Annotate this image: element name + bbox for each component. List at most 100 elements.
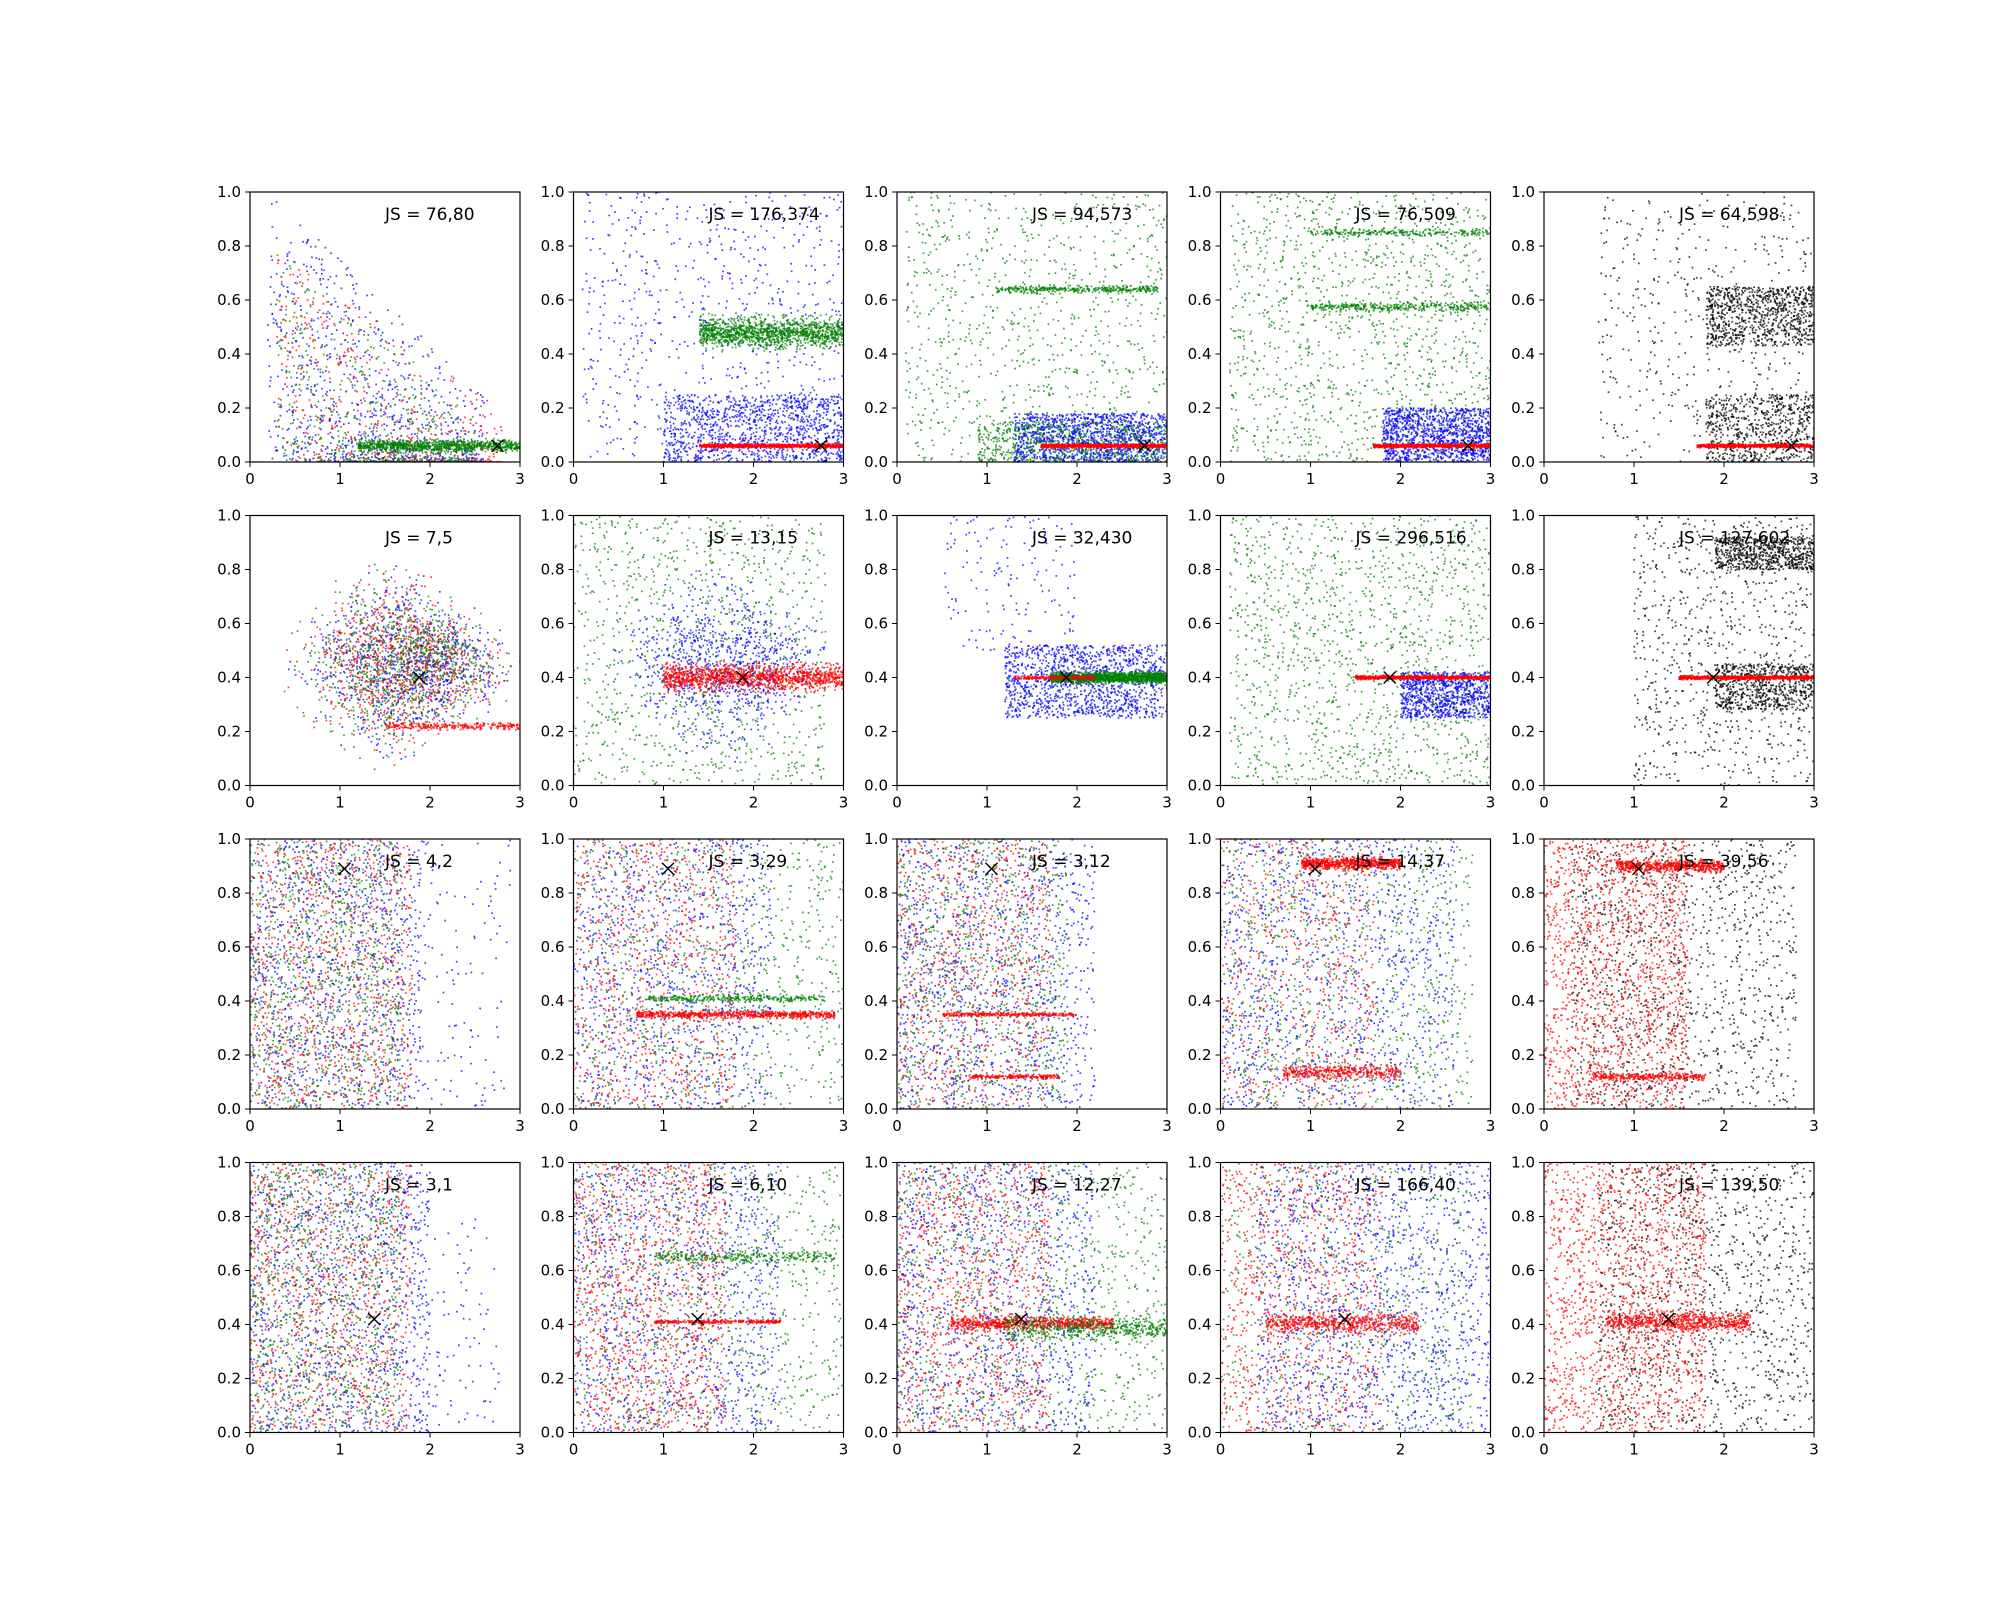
scatter-point (463, 441, 465, 443)
scatter-point (290, 423, 292, 425)
scatter-point (297, 451, 299, 453)
scatter-point (392, 419, 394, 421)
scatter-point (619, 283, 621, 285)
scatter-point (721, 439, 723, 441)
scatter-point (699, 457, 701, 459)
scatter-point (317, 416, 319, 418)
scatter-point (743, 319, 745, 321)
scatter-point (268, 365, 270, 367)
scatter-point (278, 354, 280, 356)
scatter-point (414, 444, 416, 446)
scatter-point (822, 417, 824, 419)
scatter-point (728, 395, 730, 397)
scatter-point (819, 419, 821, 421)
scatter-point (837, 412, 839, 414)
scatter-point (443, 446, 445, 448)
scatter-point (483, 443, 485, 445)
scatter-point (665, 392, 667, 394)
scatter-point (434, 459, 436, 461)
scatter-point (684, 399, 686, 401)
scatter-point (441, 450, 443, 452)
scatter-point (616, 269, 618, 271)
scatter-point (447, 451, 449, 453)
scatter-point (325, 320, 327, 322)
scatter-point (673, 397, 675, 399)
scatter-point (371, 453, 373, 455)
scatter-point (730, 401, 732, 403)
scatter-point (819, 368, 821, 370)
scatter-point (602, 403, 604, 405)
scatter-point (713, 449, 715, 451)
scatter-point (735, 420, 737, 422)
scatter-point (448, 431, 450, 433)
scatter-point (282, 428, 284, 430)
scatter-point (620, 349, 622, 351)
scatter-point (676, 301, 678, 303)
scatter-point (451, 430, 453, 432)
scatter-point (677, 457, 679, 459)
scatter-point (589, 287, 591, 289)
scatter-point (699, 421, 701, 423)
scatter-point (764, 437, 766, 439)
scatter-point (798, 241, 800, 243)
scatter-point (345, 311, 347, 313)
scatter-point (293, 409, 295, 411)
scatter-point (721, 351, 723, 353)
scatter-point (267, 339, 269, 341)
scatter-point (477, 440, 479, 442)
scatter-point (591, 367, 593, 369)
scatter-point (305, 459, 307, 461)
scatter-point (310, 304, 312, 306)
scatter-point (287, 291, 289, 293)
scatter-point (275, 446, 277, 448)
scatter-point (373, 425, 375, 427)
scatter-point (786, 280, 788, 282)
scatter-point (352, 387, 354, 389)
scatter-point (315, 246, 317, 248)
scatter-point (428, 428, 430, 430)
scatter-point (292, 333, 294, 335)
scatter-point (684, 450, 686, 452)
scatter-point (801, 316, 803, 318)
scatter-point (371, 413, 373, 415)
scatter-point (714, 423, 716, 425)
scatter-point (471, 438, 473, 440)
scatter-point (345, 434, 347, 436)
scatter-point (298, 445, 300, 447)
scatter-point (680, 442, 682, 444)
scatter-point (376, 447, 378, 449)
scatter-point (828, 453, 830, 455)
scatter-point (301, 355, 303, 357)
scatter-point (733, 229, 735, 231)
scatter-point (677, 440, 679, 442)
x-tick-label: 3 (515, 470, 525, 488)
scatter-point (381, 425, 383, 427)
scatter-point (392, 388, 394, 390)
scatter-point (324, 460, 326, 462)
scatter-point (447, 442, 449, 444)
scatter-point (754, 236, 756, 238)
scatter-point (371, 442, 373, 444)
scatter-point (795, 456, 797, 458)
scatter-point (387, 456, 389, 458)
scatter-point (814, 282, 816, 284)
scatter-point (359, 419, 361, 421)
scatter-point (360, 329, 362, 331)
scatter-point (287, 286, 289, 288)
scatter-point (682, 404, 684, 406)
scatter-point (296, 401, 298, 403)
scatter-point (612, 223, 614, 225)
scatter-point (441, 448, 443, 450)
scatter-point (415, 396, 417, 398)
scatter-point (700, 459, 702, 461)
scatter-point (829, 298, 831, 300)
scatter-point (508, 447, 510, 449)
scatter-point (624, 242, 626, 244)
scatter-point (479, 431, 481, 433)
scatter-point (447, 404, 449, 406)
scatter-point (298, 426, 300, 428)
scatter-point (653, 229, 655, 231)
scatter-point (312, 458, 314, 460)
scatter-point (755, 428, 757, 430)
scatter-point (810, 422, 812, 424)
